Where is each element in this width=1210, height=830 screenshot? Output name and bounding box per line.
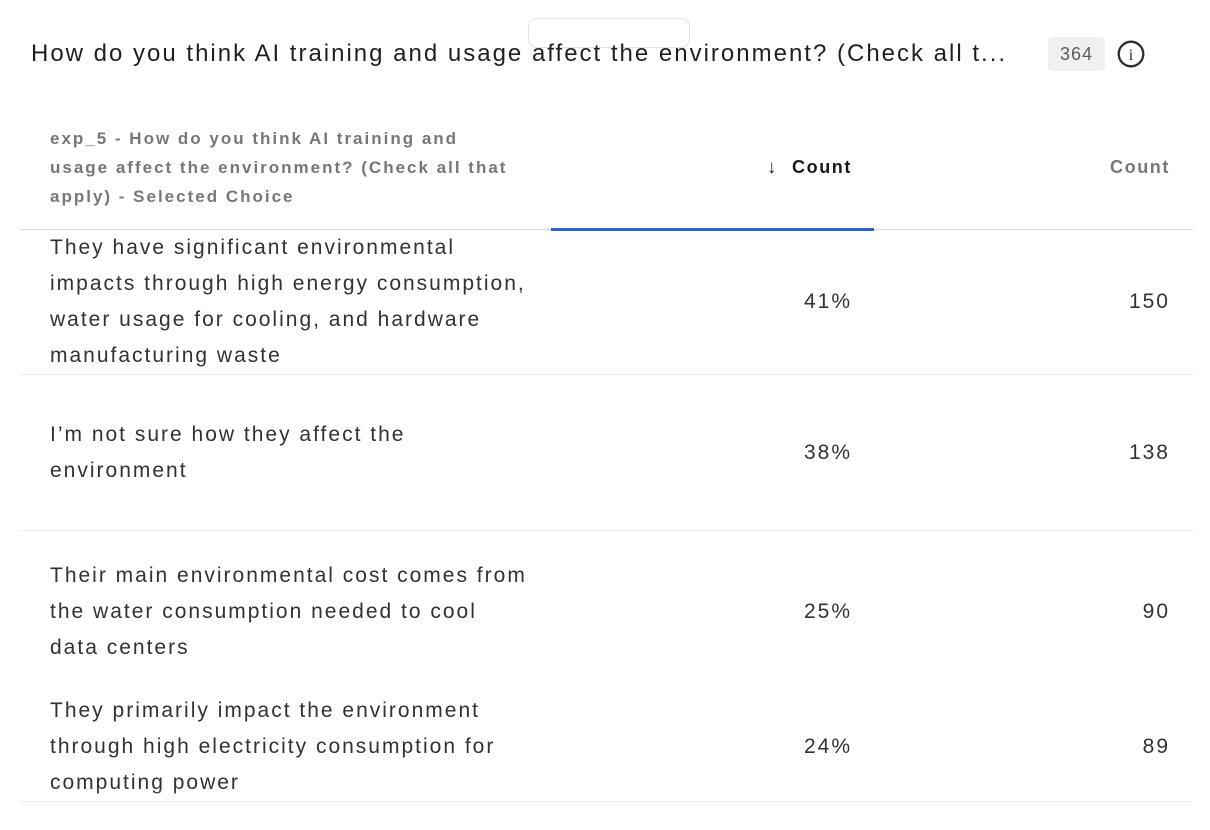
sort-descending-icon: ↓ bbox=[766, 156, 779, 178]
column-header-label: Count bbox=[792, 157, 852, 177]
table-row: I’m not sure how they affect the environ… bbox=[20, 375, 1193, 531]
count-cell: 89 bbox=[1142, 735, 1170, 758]
count-cell: 150 bbox=[1128, 290, 1170, 313]
page-title: How do you think AI training and usage a… bbox=[31, 40, 1008, 67]
response-count-badge: 364 bbox=[1048, 37, 1106, 71]
column-header-label: Count bbox=[1110, 157, 1170, 177]
table-row: Their main environmental cost comes from… bbox=[20, 531, 1193, 693]
percent-cell: 25% bbox=[803, 600, 852, 623]
choice-cell: They have significant environmental impa… bbox=[50, 236, 526, 367]
choice-cell: Their main environmental cost comes from… bbox=[50, 564, 527, 659]
percent-cell: 24% bbox=[803, 735, 852, 758]
table-row: They primarily impact the environment th… bbox=[20, 693, 1193, 802]
count-cell: 90 bbox=[1142, 600, 1170, 623]
sorted-column-indicator bbox=[551, 228, 874, 231]
results-table: exp_5 - How do you think AI training and… bbox=[20, 124, 1193, 802]
top-toolbar-button[interactable] bbox=[528, 18, 690, 48]
percent-cell: 38% bbox=[803, 440, 852, 464]
choice-cell: They primarily impact the environment th… bbox=[50, 699, 496, 794]
column-header-dimension: exp_5 - How do you think AI training and… bbox=[50, 129, 508, 206]
table-row: They have significant environmental impa… bbox=[20, 230, 1193, 375]
question-title-bar: How do you think AI training and usage a… bbox=[0, 37, 1210, 71]
info-icon[interactable]: i bbox=[1117, 40, 1145, 68]
count-cell: 138 bbox=[1128, 440, 1170, 464]
percent-cell: 41% bbox=[803, 290, 852, 313]
svg-text:i: i bbox=[1129, 47, 1134, 64]
column-header-count[interactable]: Count bbox=[874, 124, 1193, 211]
table-header-row: exp_5 - How do you think AI training and… bbox=[20, 124, 1193, 231]
choice-cell: I’m not sure how they affect the environ… bbox=[50, 422, 406, 482]
column-header-count-sorted[interactable]: ↓ Count bbox=[551, 124, 874, 211]
